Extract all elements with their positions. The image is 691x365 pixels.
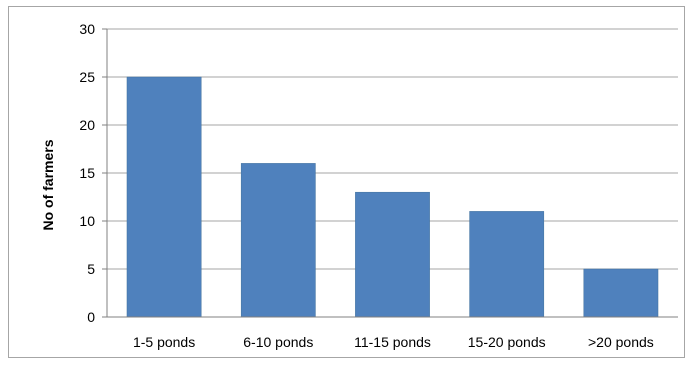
y-axis-ticks: 0 5 10 15 20 25 30 [79,21,107,325]
x-axis-ticks: 1-5 ponds 6-10 ponds 11-15 ponds 15-20 pond… [133,334,654,350]
bar-4 [469,211,545,318]
x-tick-label-4: 15-20 ponds [468,334,546,350]
x-tick-label-3: 11-15 ponds [354,334,431,350]
y-tick-label-10: 10 [79,213,95,229]
x-tick-label-2: 6-10 ponds [243,334,313,350]
bar-5 [583,268,659,318]
y-tick-label-30: 30 [79,21,95,37]
x-tick-label-5: >20 ponds [588,334,654,350]
y-axis-title: No of farmers [40,139,56,230]
bar-2 [240,163,316,318]
y-tick-label-0: 0 [87,309,95,325]
x-tick-label-1: 1-5 ponds [133,334,195,350]
chart-frame [8,6,685,358]
bar-3 [355,191,430,318]
y-tick-label-20: 20 [79,117,95,133]
y-tick-label-25: 25 [79,69,95,85]
bar-1 [126,76,202,318]
y-tick-label-15: 15 [79,165,95,181]
gridlines [107,28,678,270]
bars [126,76,659,318]
y-tick-label-5: 5 [87,261,95,277]
